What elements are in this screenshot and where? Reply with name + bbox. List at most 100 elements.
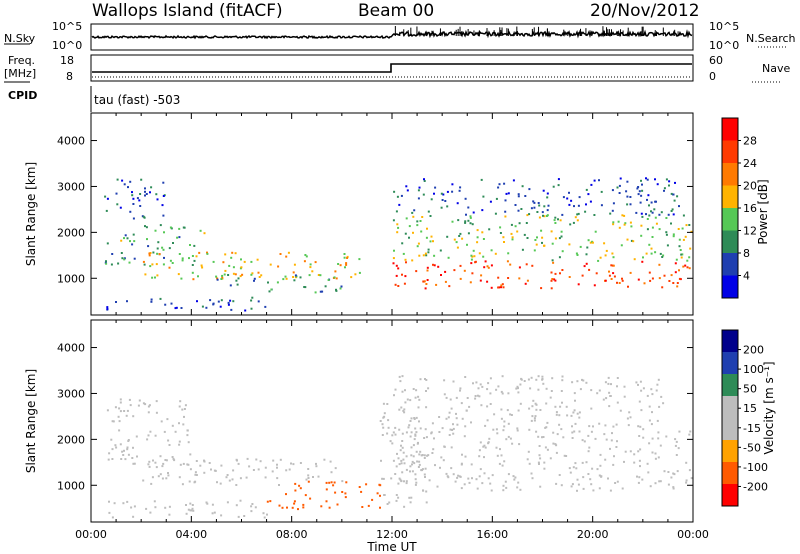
scatter-cell <box>394 283 397 286</box>
scatter-cell <box>132 415 135 418</box>
scatter-cell <box>629 203 632 206</box>
scatter-cell <box>490 249 493 252</box>
scatter-cell <box>550 271 553 274</box>
scatter-cell <box>169 259 172 262</box>
scatter-cell <box>516 385 519 388</box>
scatter-cell <box>629 196 632 198</box>
scatter-cell <box>612 202 615 205</box>
scatter-cell <box>281 506 284 509</box>
scatter-cell <box>651 393 654 396</box>
scatter-cell <box>544 446 547 449</box>
scatter-cell <box>653 208 656 211</box>
scatter-cell <box>678 277 681 280</box>
scatter-cell <box>554 443 557 446</box>
scatter-cell <box>467 219 470 222</box>
scatter-cell <box>404 275 407 278</box>
scatter-cell <box>507 392 510 395</box>
scatter-cell <box>235 504 238 507</box>
scatter-cell <box>645 213 647 216</box>
scatter-cell <box>195 255 198 258</box>
colorbar-swatch <box>722 185 738 208</box>
scatter-cell <box>459 232 462 235</box>
scatter-cell <box>646 198 648 201</box>
scatter-cell <box>474 261 477 264</box>
colorbar-swatch <box>722 330 738 352</box>
scatter-cell <box>570 199 573 202</box>
scatter-cell <box>341 491 344 493</box>
scatter-cell <box>511 442 514 445</box>
scatter-cell <box>538 445 541 447</box>
scatter-cell <box>231 478 234 481</box>
scatter-cell <box>416 220 419 223</box>
scatter-cell <box>197 275 199 278</box>
scatter-cell <box>161 477 164 480</box>
scatter-cell <box>186 463 189 466</box>
scatter-cell <box>531 264 534 267</box>
ytick-label: 4000 <box>57 342 85 355</box>
scatter-cell <box>417 395 420 398</box>
scatter-cell <box>245 476 248 479</box>
scatter-cell <box>260 274 263 277</box>
scatter-cell <box>466 397 469 399</box>
scatter-cell <box>464 376 467 378</box>
scatter-cell <box>271 470 274 473</box>
nave-tick-min: 0 <box>709 70 716 83</box>
scatter-cell <box>228 479 231 482</box>
scatter-cell <box>598 474 601 477</box>
scatter-cell <box>651 277 654 280</box>
scatter-cell <box>609 212 612 215</box>
scatter-cell <box>220 278 223 280</box>
scatter-cell <box>668 180 671 183</box>
scatter-cell <box>143 263 146 266</box>
scatter-cell <box>168 266 171 269</box>
scatter-cell <box>623 395 626 398</box>
scatter-cell <box>167 472 169 474</box>
scatter-cell <box>588 268 591 271</box>
colorbar-swatch <box>722 118 738 141</box>
scatter-cell <box>492 428 495 431</box>
scatter-cell <box>411 470 414 473</box>
scatter-cell <box>253 279 255 282</box>
scatter-cell <box>379 420 382 422</box>
scatter-cell <box>294 482 297 485</box>
scatter-cell <box>157 241 160 244</box>
scatter-cell <box>162 263 165 266</box>
scatter-cell <box>433 192 435 195</box>
scatter-cell <box>562 196 565 199</box>
scatter-cell <box>518 443 521 446</box>
scatter-cell <box>603 242 606 245</box>
scatter-cell <box>598 422 601 425</box>
scatter-cell <box>401 440 404 442</box>
scatter-cell <box>241 273 244 276</box>
scatter-cell <box>412 444 415 447</box>
scatter-cell <box>459 264 462 267</box>
scatter-cell <box>131 191 133 194</box>
colorbar-tick-label: -50 <box>743 441 761 454</box>
scatter-cell <box>576 219 579 222</box>
scatter-cell <box>320 505 323 508</box>
scatter-cell <box>171 456 174 458</box>
scatter-cell <box>139 193 142 195</box>
scatter-cell <box>542 214 544 217</box>
scatter-cell <box>531 415 534 418</box>
colorbar-swatch <box>722 396 738 418</box>
scatter-cell <box>605 397 608 400</box>
scatter-cell <box>417 189 420 192</box>
nave-label: Nave <box>762 62 790 75</box>
scatter-cell <box>534 415 537 418</box>
scatter-cell <box>282 278 285 281</box>
scatter-cell <box>299 276 302 279</box>
scatter-cell <box>382 477 385 480</box>
scatter-cell <box>524 195 527 197</box>
scatter-cell <box>600 204 603 207</box>
scatter-cell <box>401 390 404 393</box>
scatter-cell <box>489 403 492 405</box>
scatter-cell <box>397 267 400 270</box>
scatter-cell <box>470 258 473 261</box>
scatter-cell <box>539 485 542 488</box>
scatter-cell <box>475 478 478 481</box>
scatter-cell <box>500 286 502 289</box>
scatter-cell <box>530 376 533 379</box>
scatter-cell <box>144 273 147 276</box>
scatter-cell <box>112 420 115 423</box>
